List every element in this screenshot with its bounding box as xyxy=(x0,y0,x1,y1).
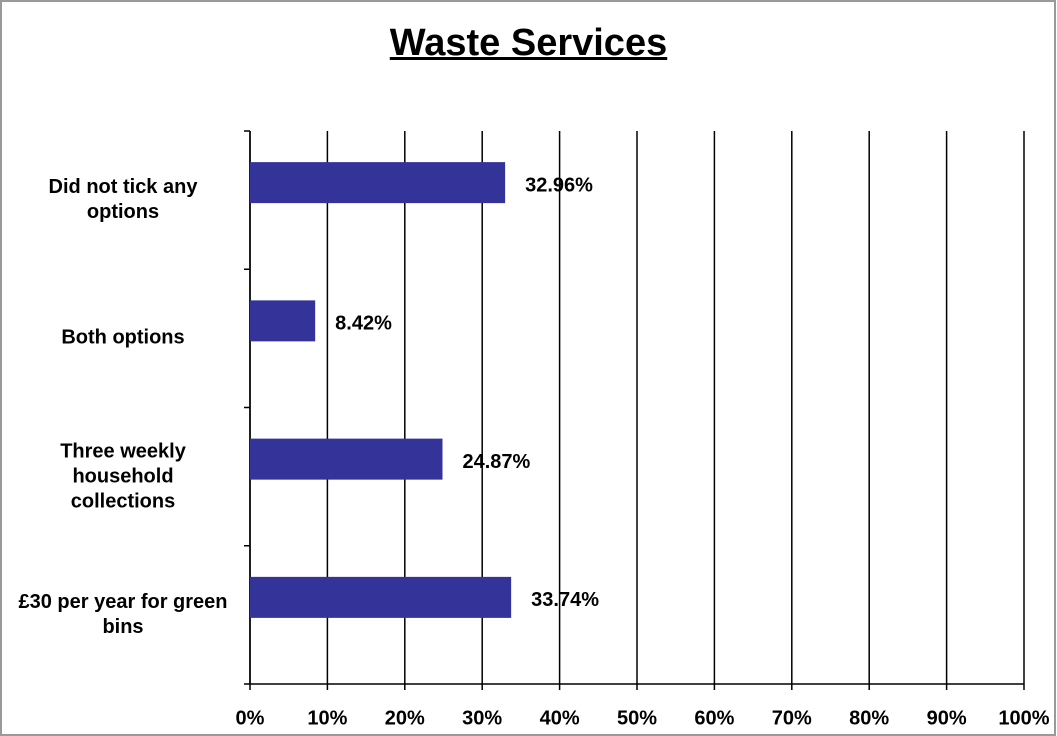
x-tick-label: 50% xyxy=(617,707,657,729)
x-tick-label: 80% xyxy=(849,707,889,729)
x-tick-label: 60% xyxy=(694,707,734,729)
bar xyxy=(250,438,443,480)
bar xyxy=(250,576,512,618)
x-tick-label: 30% xyxy=(462,707,502,729)
bar xyxy=(250,162,506,204)
y-tick-label: Three weekly household collections xyxy=(60,440,186,513)
x-tick-label: 40% xyxy=(540,707,580,729)
value-label: 33.74% xyxy=(531,589,599,611)
x-tick-label: 100% xyxy=(998,707,1049,729)
y-tick-label: Both options xyxy=(61,326,185,349)
y-tick-label: Did not tick any options xyxy=(48,176,198,224)
x-tick-label: 70% xyxy=(772,707,812,729)
value-label: 8.42% xyxy=(335,313,392,335)
x-tick-label: 0% xyxy=(236,707,265,729)
x-tick-label: 20% xyxy=(385,707,425,729)
value-label: 24.87% xyxy=(462,451,530,473)
chart-title: Waste Services xyxy=(389,22,668,64)
x-tick-label: 10% xyxy=(307,707,347,729)
y-tick-label: £30 per year for green bins xyxy=(18,590,228,638)
value-label: 32.96% xyxy=(525,174,593,196)
x-tick-label: 90% xyxy=(927,707,967,729)
bar xyxy=(250,300,316,342)
